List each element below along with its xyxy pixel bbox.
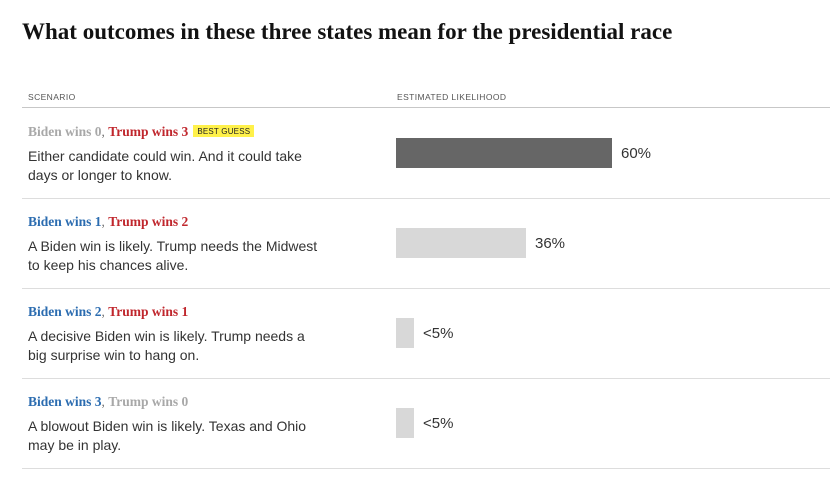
outcome-separator: , <box>101 304 109 319</box>
likelihood-bar <box>396 138 612 168</box>
scenario-outcome: Biden wins 0, Trump wins 3 BEST GUESS <box>28 124 255 140</box>
scenario-description: Either candidate could win. And it could… <box>28 148 302 183</box>
scenario-row: Biden wins 2, Trump wins 1 A decisive Bid… <box>22 288 830 379</box>
likelihood-bar <box>396 408 414 438</box>
trump-outcome: Trump wins 0 <box>108 394 189 409</box>
likelihood-label: 36% <box>535 235 566 252</box>
likelihood-bar <box>396 228 526 258</box>
likelihood-label: <5% <box>423 325 454 342</box>
trump-outcome: Trump wins 1 <box>108 304 189 319</box>
best-guess-badge: BEST GUESS <box>193 125 255 137</box>
likelihood-label: 60% <box>621 145 652 162</box>
biden-outcome: Biden wins 2 <box>28 304 102 319</box>
scenario-description: A Biden win is likely. Trump needs the M… <box>28 238 318 273</box>
outcome-separator: , <box>101 124 109 139</box>
trump-outcome: Trump wins 3 <box>108 124 189 139</box>
outcome-separator: , <box>101 214 109 229</box>
scenario-description: A blowout Biden win is likely. Texas and… <box>28 418 307 453</box>
biden-outcome: Biden wins 1 <box>28 214 102 229</box>
biden-outcome: Biden wins 0 <box>28 124 102 139</box>
trump-outcome: Trump wins 2 <box>108 214 189 229</box>
likelihood-label: <5% <box>423 415 454 432</box>
scenario-description: A decisive Biden win is likely. Trump ne… <box>28 328 305 363</box>
chart-title: What outcomes in these three states mean… <box>22 19 673 44</box>
scenario-row: Biden wins 3, Trump wins 0 A blowout Bide… <box>22 378 830 469</box>
scenario-row: Biden wins 1, Trump wins 2 A Biden win is… <box>22 198 830 289</box>
likelihood-column-header: ESTIMATED LIKELIHOOD <box>397 92 507 102</box>
scenario-row: Biden wins 0, Trump wins 3 BEST GUESS Eith… <box>22 108 830 199</box>
scenario-column-header: SCENARIO <box>28 92 76 102</box>
scenario-outcome: Biden wins 1, Trump wins 2 <box>28 214 188 230</box>
biden-outcome: Biden wins 3 <box>28 394 102 409</box>
header-divider <box>22 107 830 108</box>
scenario-outcome: Biden wins 3, Trump wins 0 <box>28 394 188 410</box>
outcome-separator: , <box>101 394 109 409</box>
likelihood-bar <box>396 318 414 348</box>
scenario-outcome: Biden wins 2, Trump wins 1 <box>28 304 188 320</box>
